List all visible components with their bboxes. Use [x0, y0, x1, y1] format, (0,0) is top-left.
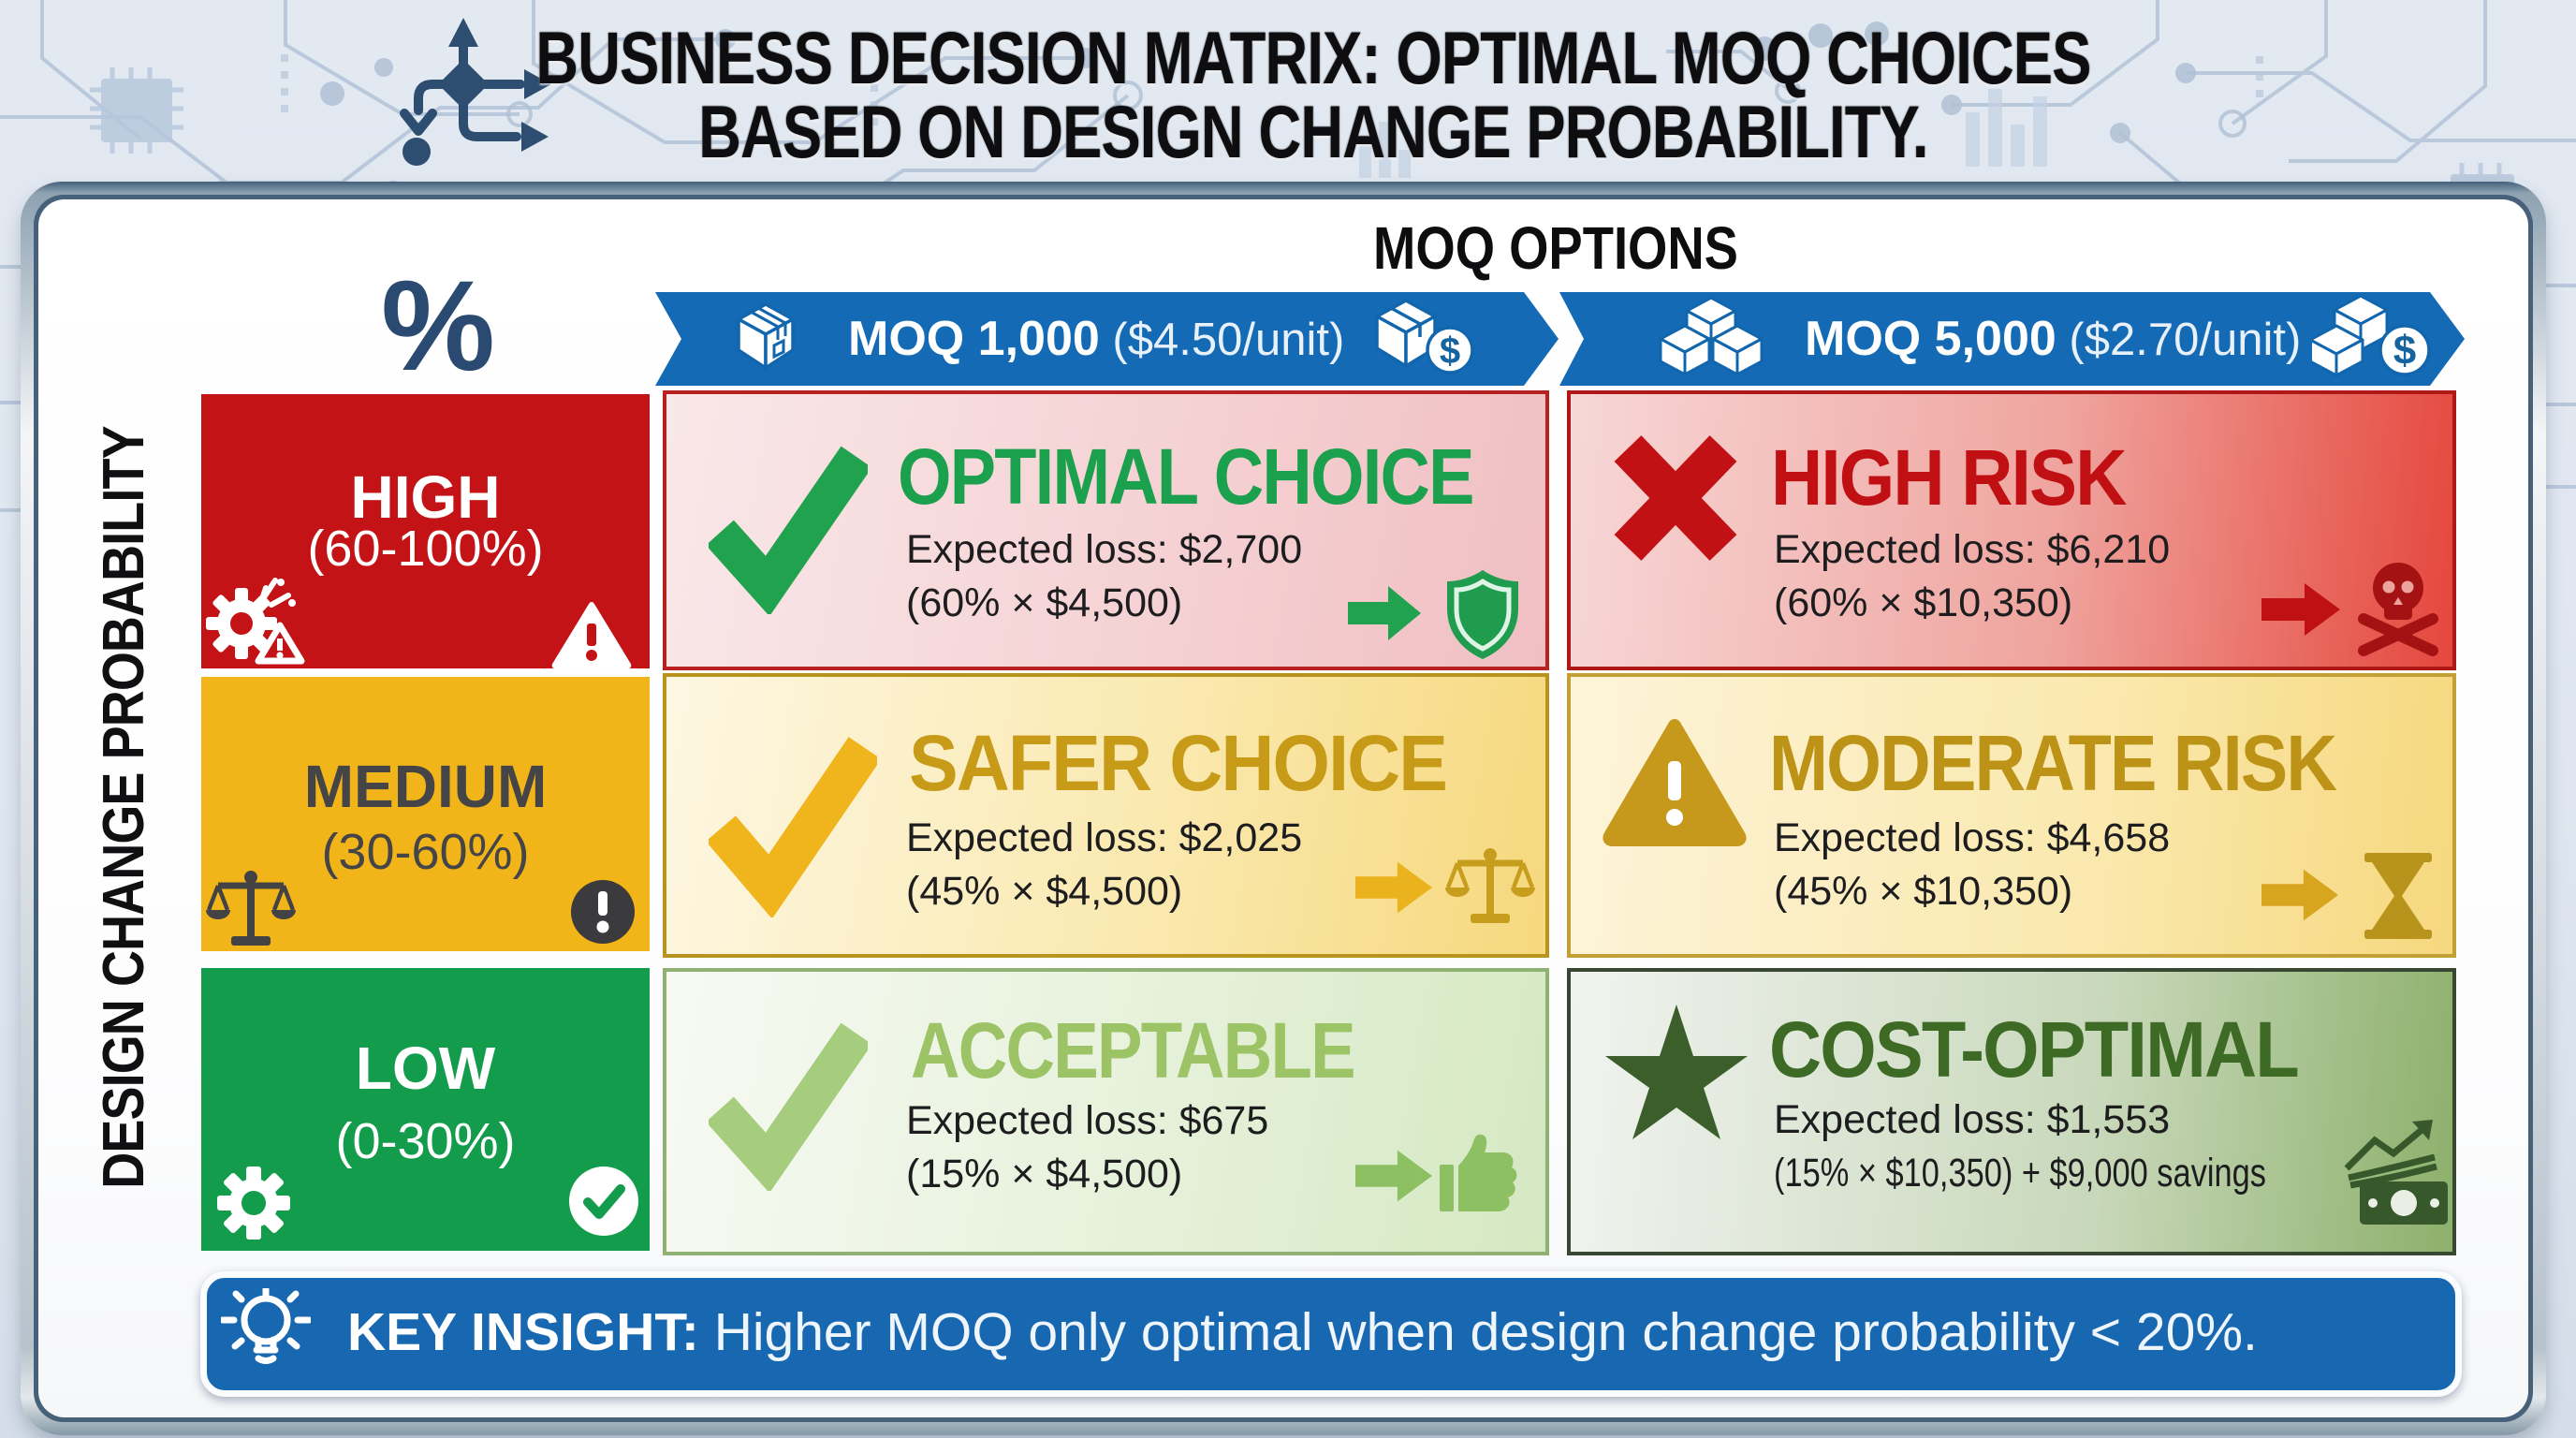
- svg-text:$: $: [1440, 330, 1460, 372]
- svg-text:$: $: [2393, 328, 2416, 374]
